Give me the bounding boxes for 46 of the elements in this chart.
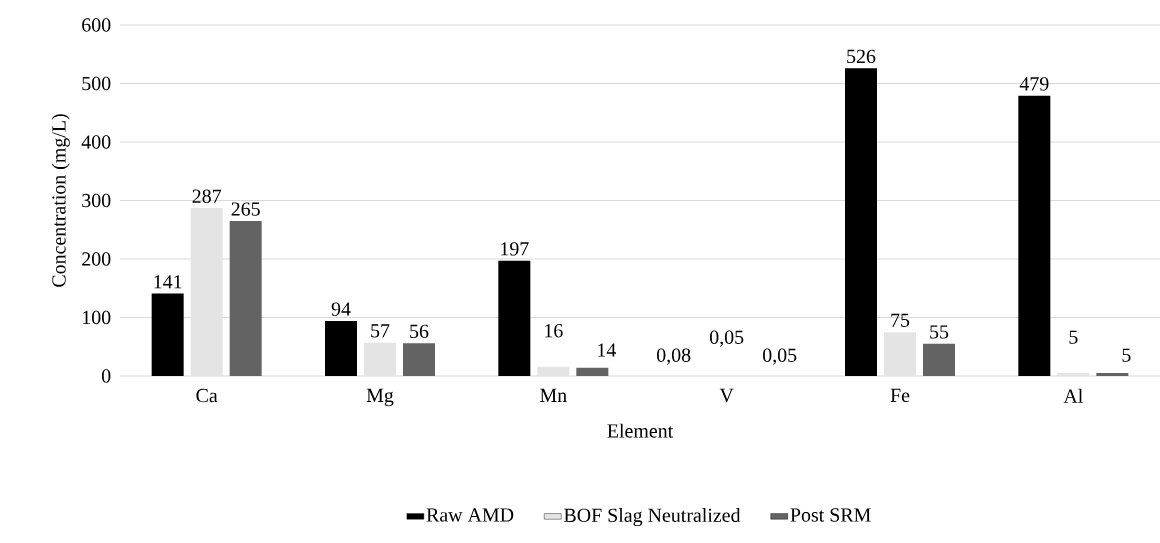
data-label: 55 (930, 325, 949, 339)
data-label: 141 (154, 275, 182, 289)
data-label: 16 (545, 324, 563, 338)
data-label: 0,08 (657, 348, 691, 365)
legend-label: Raw AMD (426, 508, 514, 522)
y-tick-label: 300 (82, 193, 111, 208)
bar (325, 321, 357, 376)
y-tick-label: 500 (82, 76, 111, 91)
data-label: 5 (1069, 330, 1078, 344)
x-tick-label: Fe (890, 388, 910, 403)
bar (151, 293, 184, 376)
legend-label: BOF Slag Neutralized (564, 507, 741, 527)
bar (1096, 373, 1129, 376)
bar (229, 220, 262, 376)
bar (845, 68, 877, 376)
x-axis-title: Element (607, 423, 674, 438)
x-tick-label: Al (1063, 388, 1083, 403)
x-tick-label: Mn (540, 388, 567, 402)
data-label: 94 (331, 302, 351, 316)
bar (576, 367, 609, 376)
data-label: 265 (231, 202, 260, 216)
data-label: 0,05 (710, 330, 744, 347)
x-tick-label: Mg (366, 388, 394, 407)
data-label: 5 (1122, 348, 1131, 362)
y-tick-label: 100 (83, 310, 111, 325)
y-tick-label: 200 (82, 252, 111, 266)
data-label: 57 (371, 324, 390, 338)
y-tick-label: 600 (82, 18, 111, 32)
y-tick-label: 400 (81, 135, 111, 149)
bar (923, 343, 955, 376)
y-tick-label: 0 (101, 369, 111, 383)
data-label: 14 (598, 343, 616, 357)
legend-label: Post SRM (790, 508, 871, 522)
data-label: 287 (192, 189, 222, 203)
data-label: 0,05 (763, 348, 797, 365)
data-label: 479 (1019, 77, 1049, 91)
bar (498, 260, 531, 376)
bar (403, 343, 435, 376)
data-label: 75 (891, 313, 910, 327)
bar (1018, 95, 1051, 376)
data-label: 526 (847, 49, 876, 64)
data-label: 56 (410, 324, 429, 339)
x-tick-label: V (719, 388, 734, 403)
data-label: 197 (501, 242, 529, 256)
x-tick-label: Ca (196, 388, 218, 403)
y-axis-title: Concentration (mg/L) (51, 114, 70, 287)
